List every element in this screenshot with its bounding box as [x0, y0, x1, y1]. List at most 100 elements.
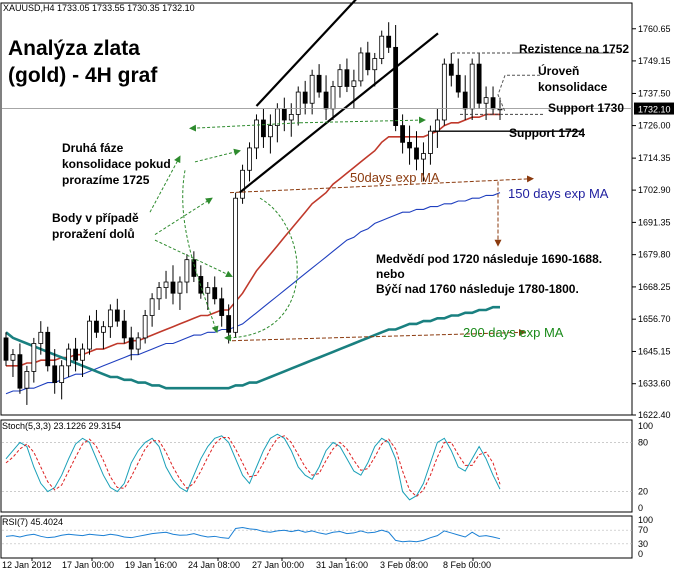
candle-bear [407, 141, 412, 149]
candle-bull [330, 86, 336, 110]
candle-bear [94, 320, 99, 333]
candle-bull [497, 108, 503, 111]
candle-bear [261, 119, 266, 138]
rsi-y-tick: 100 [638, 515, 653, 525]
stoch-y-tick: 80 [638, 437, 648, 447]
second-phase-annotation: prorazíme 1725 [62, 173, 150, 187]
candle-bull [107, 309, 113, 328]
candle-bear [212, 287, 218, 300]
stoch-d-line [5, 435, 501, 498]
brown-arrow-lower [231, 328, 526, 342]
y-tick-label: 1622.40 [638, 410, 671, 420]
candle-bear [45, 331, 51, 367]
candle-bull [66, 348, 72, 367]
candle-bear [448, 63, 454, 76]
candle-bull [156, 287, 162, 300]
last-price-label: 1732.10 [638, 105, 671, 115]
second-phase-annotation: Druhá fáze [62, 141, 124, 155]
y-tick-label: 1656.70 [638, 314, 671, 324]
candle-bull [358, 52, 364, 82]
candle-bear [316, 74, 322, 93]
candle-bear [386, 35, 392, 48]
ma50-label: 50days exp MA [350, 170, 440, 185]
candle-bear [490, 97, 496, 110]
candle-bear [455, 74, 461, 93]
breakdown-annotation: proražení dolů [52, 227, 135, 241]
brown-arrow-upper [229, 175, 534, 194]
candle-bear [462, 91, 468, 110]
green-arrow-3 [154, 197, 213, 235]
candle-bull [59, 365, 65, 383]
scenario-annotation: Býčí nad 1760 následuje 1780-1800. [376, 282, 579, 296]
rsi-panel-frame [0, 515, 633, 559]
candle-bear [400, 125, 405, 143]
candle-bull [379, 35, 385, 59]
candle-bear [219, 298, 225, 316]
candle-bull [101, 326, 106, 333]
candle-bull [149, 298, 155, 316]
green-arrow-4 [154, 239, 233, 278]
candle-bull [233, 197, 239, 333]
main-panel-frame [0, 2, 633, 416]
candle-bear [414, 147, 419, 160]
candle-bull [428, 130, 433, 154]
stoch-panel-frame [0, 419, 633, 513]
ma200-line [5, 305, 500, 390]
candle-bull [434, 119, 440, 132]
x-tick-label: 19 Jan 16:00 [125, 560, 177, 570]
candle-bull [24, 371, 30, 389]
x-tick-label: 17 Jan 00:00 [62, 560, 114, 570]
candle-bull [421, 153, 426, 160]
candle-bull [254, 119, 259, 149]
second-phase-annotation: konsolidace pokud [62, 157, 171, 171]
y-tick-label: 1645.15 [638, 346, 671, 356]
candle-bull [177, 281, 183, 294]
candle-bull [135, 337, 141, 350]
y-tick-label: 1691.35 [638, 217, 671, 227]
support-1724-label: Support 1724 [509, 126, 585, 140]
ma50-line [6, 113, 500, 367]
candle-bear [128, 337, 134, 350]
candle-bear [17, 354, 23, 389]
green-curve-arrow-2 [182, 170, 219, 334]
ma150-label: 150 days exp MA [508, 186, 609, 201]
stoch-y-tick: 20 [638, 487, 648, 497]
stoch-y-tick: 0 [638, 503, 643, 513]
x-tick-label: 31 Jan 16:00 [316, 560, 368, 570]
x-tick-label: 8 Feb 00:00 [443, 560, 491, 570]
candle-bear [302, 91, 308, 104]
candle-bear [52, 365, 58, 383]
green-arrow-right [299, 116, 426, 124]
rsi-y-tick: 70 [638, 525, 648, 535]
consolidation-label-1: Úroveň [538, 63, 579, 78]
rsi-y-tick: 0 [638, 549, 643, 559]
rsi-header: RSI(7) 45.4024 [2, 517, 63, 527]
candle-bear [476, 63, 482, 104]
stoch-y-tick: 100 [638, 421, 653, 431]
candle-bull [87, 320, 92, 350]
candle-bear [226, 315, 232, 333]
candle-bull [372, 58, 378, 71]
candle-bull [441, 63, 447, 121]
x-tick-label: 27 Jan 00:00 [252, 560, 304, 570]
y-tick-label: 1737.50 [638, 88, 671, 98]
candle-bull [10, 354, 16, 361]
rsi-y-tick: 30 [638, 539, 648, 549]
candle-bull [295, 91, 301, 115]
last-price-badge [634, 102, 674, 115]
candle-bull [38, 331, 44, 344]
candle-bear [121, 320, 127, 339]
candle-bear [393, 46, 399, 126]
green-arrow-2 [149, 155, 181, 213]
candle-bull [163, 281, 169, 289]
y-tick-label: 1702.90 [638, 185, 671, 195]
channel-upper-line [255, 0, 357, 107]
y-tick-label: 1668.25 [638, 282, 671, 292]
candle-bull [309, 74, 315, 104]
y-tick-label: 1760.65 [638, 24, 671, 34]
chart-title-line2: (gold) - 4H graf [8, 64, 158, 87]
y-tick-label: 1679.80 [638, 250, 671, 260]
candle-bear [191, 259, 197, 277]
rsi-line [5, 526, 501, 543]
consolidation-bracket [497, 74, 540, 112]
